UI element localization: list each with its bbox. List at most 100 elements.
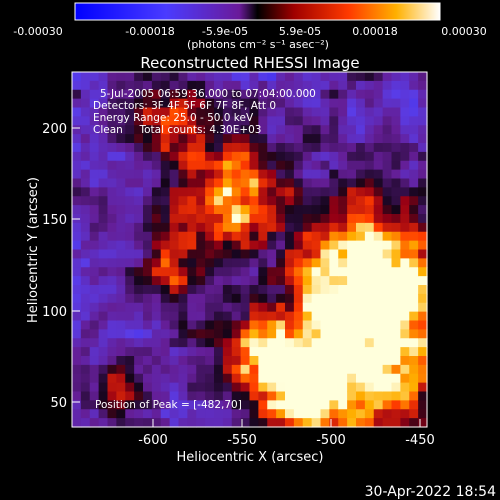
heatmap-cell — [72, 240, 82, 251]
heatmap-cell — [222, 80, 233, 91]
heatmap-cell — [249, 214, 259, 224]
heatmap-cell — [338, 382, 348, 393]
heatmap-cell — [222, 196, 233, 206]
heatmap-cell — [320, 143, 330, 153]
heatmap-cell — [134, 107, 144, 117]
heatmap-cell — [107, 151, 117, 162]
heatmap-cell — [187, 293, 197, 304]
heatmap-cell — [240, 187, 251, 197]
heatmap-cell — [285, 276, 295, 286]
heatmap-cell — [160, 169, 171, 180]
heatmap-cell — [160, 107, 171, 117]
heatmap-cell — [160, 249, 171, 259]
heatmap-cell — [311, 293, 322, 304]
heatmap-cell — [276, 89, 286, 100]
heatmap-cell — [364, 214, 375, 224]
heatmap-cell — [382, 240, 393, 251]
heatmap-cell — [89, 329, 100, 339]
heatmap-cell — [320, 329, 330, 339]
heatmap-cell — [302, 89, 313, 100]
heatmap-cell — [169, 222, 180, 233]
heatmap-cell — [418, 80, 428, 91]
heatmap-cell — [418, 409, 428, 419]
heatmap-cell — [125, 249, 135, 259]
heatmap-cell — [196, 178, 206, 188]
heatmap-cell — [285, 329, 295, 339]
heatmap-cell — [400, 178, 410, 188]
heatmap-cell — [240, 267, 251, 277]
heatmap-cell — [196, 214, 206, 224]
heatmap-cell — [205, 382, 215, 393]
heatmap-cell — [267, 249, 277, 259]
heatmap-cell — [400, 89, 410, 100]
heatmap-cell — [187, 80, 197, 91]
heatmap-cell — [382, 409, 393, 419]
heatmap-cell — [134, 364, 144, 375]
heatmap-cell — [311, 364, 322, 375]
heatmap-cell — [364, 187, 375, 197]
heatmap-cell — [134, 178, 144, 188]
heatmap-cell — [222, 409, 233, 419]
heatmap-cell — [418, 89, 428, 100]
heatmap-cell — [258, 302, 268, 313]
heatmap-cell — [311, 80, 322, 91]
heatmap-cell — [89, 222, 100, 233]
heatmap-cell — [293, 276, 304, 286]
heatmap-cell — [356, 382, 366, 393]
heatmap-cell — [400, 249, 410, 259]
heatmap-cell — [285, 267, 295, 277]
heatmap-cell — [196, 231, 206, 242]
heatmap-cell — [98, 364, 109, 375]
heatmap-cell — [222, 364, 233, 375]
heatmap-cell — [89, 125, 100, 135]
heatmap-cell — [98, 125, 109, 135]
heatmap-cell — [373, 329, 384, 339]
heatmap-cell — [143, 160, 153, 171]
heatmap-cell — [293, 240, 304, 251]
heatmap-cell — [72, 187, 82, 197]
heatmap-cell — [320, 187, 330, 197]
heatmap-cell — [400, 222, 410, 233]
heatmap-cell — [160, 160, 171, 171]
heatmap-cell — [409, 400, 419, 410]
heatmap-cell — [347, 364, 357, 375]
heatmap-cell — [80, 89, 91, 100]
heatmap-cell — [72, 302, 82, 313]
heatmap-cell — [364, 240, 375, 251]
heatmap-cell — [418, 302, 428, 313]
heatmap-cell — [311, 391, 322, 401]
heatmap-cell — [418, 391, 428, 401]
heatmap-cell — [302, 364, 313, 375]
heatmap-cell — [178, 134, 188, 144]
heatmap-cell — [258, 196, 268, 206]
plot-title: Reconstructed RHESSI Image — [140, 54, 359, 72]
heatmap-cell — [373, 89, 384, 100]
heatmap-cell — [391, 391, 401, 401]
heatmap-cell — [160, 214, 171, 224]
heatmap-cell — [205, 293, 215, 304]
heatmap-cell — [293, 89, 304, 100]
heatmap-cell — [107, 400, 117, 410]
heatmap-cell — [249, 418, 259, 428]
heatmap-cell — [107, 382, 117, 393]
heatmap-cell — [72, 409, 82, 419]
heatmap-cell — [116, 151, 126, 162]
heatmap-cell — [329, 160, 339, 171]
heatmap-cell — [285, 311, 295, 322]
heatmap-cell — [285, 338, 295, 348]
heatmap-cell — [373, 249, 384, 259]
heatmap-cell — [116, 276, 126, 286]
heatmap-cell — [285, 240, 295, 251]
heatmap-cell — [196, 320, 206, 330]
heatmap-cell — [231, 80, 242, 91]
heatmap-cell — [107, 338, 117, 348]
heatmap-cell — [205, 134, 215, 144]
heatmap-cell — [89, 116, 100, 126]
heatmap-cell — [276, 205, 286, 215]
heatmap-cell — [329, 222, 339, 233]
heatmap-cell — [302, 125, 313, 135]
heatmap-cell — [400, 356, 410, 366]
heatmap-cell — [125, 107, 135, 117]
heatmap-cell — [347, 276, 357, 286]
heatmap-cell — [373, 80, 384, 91]
